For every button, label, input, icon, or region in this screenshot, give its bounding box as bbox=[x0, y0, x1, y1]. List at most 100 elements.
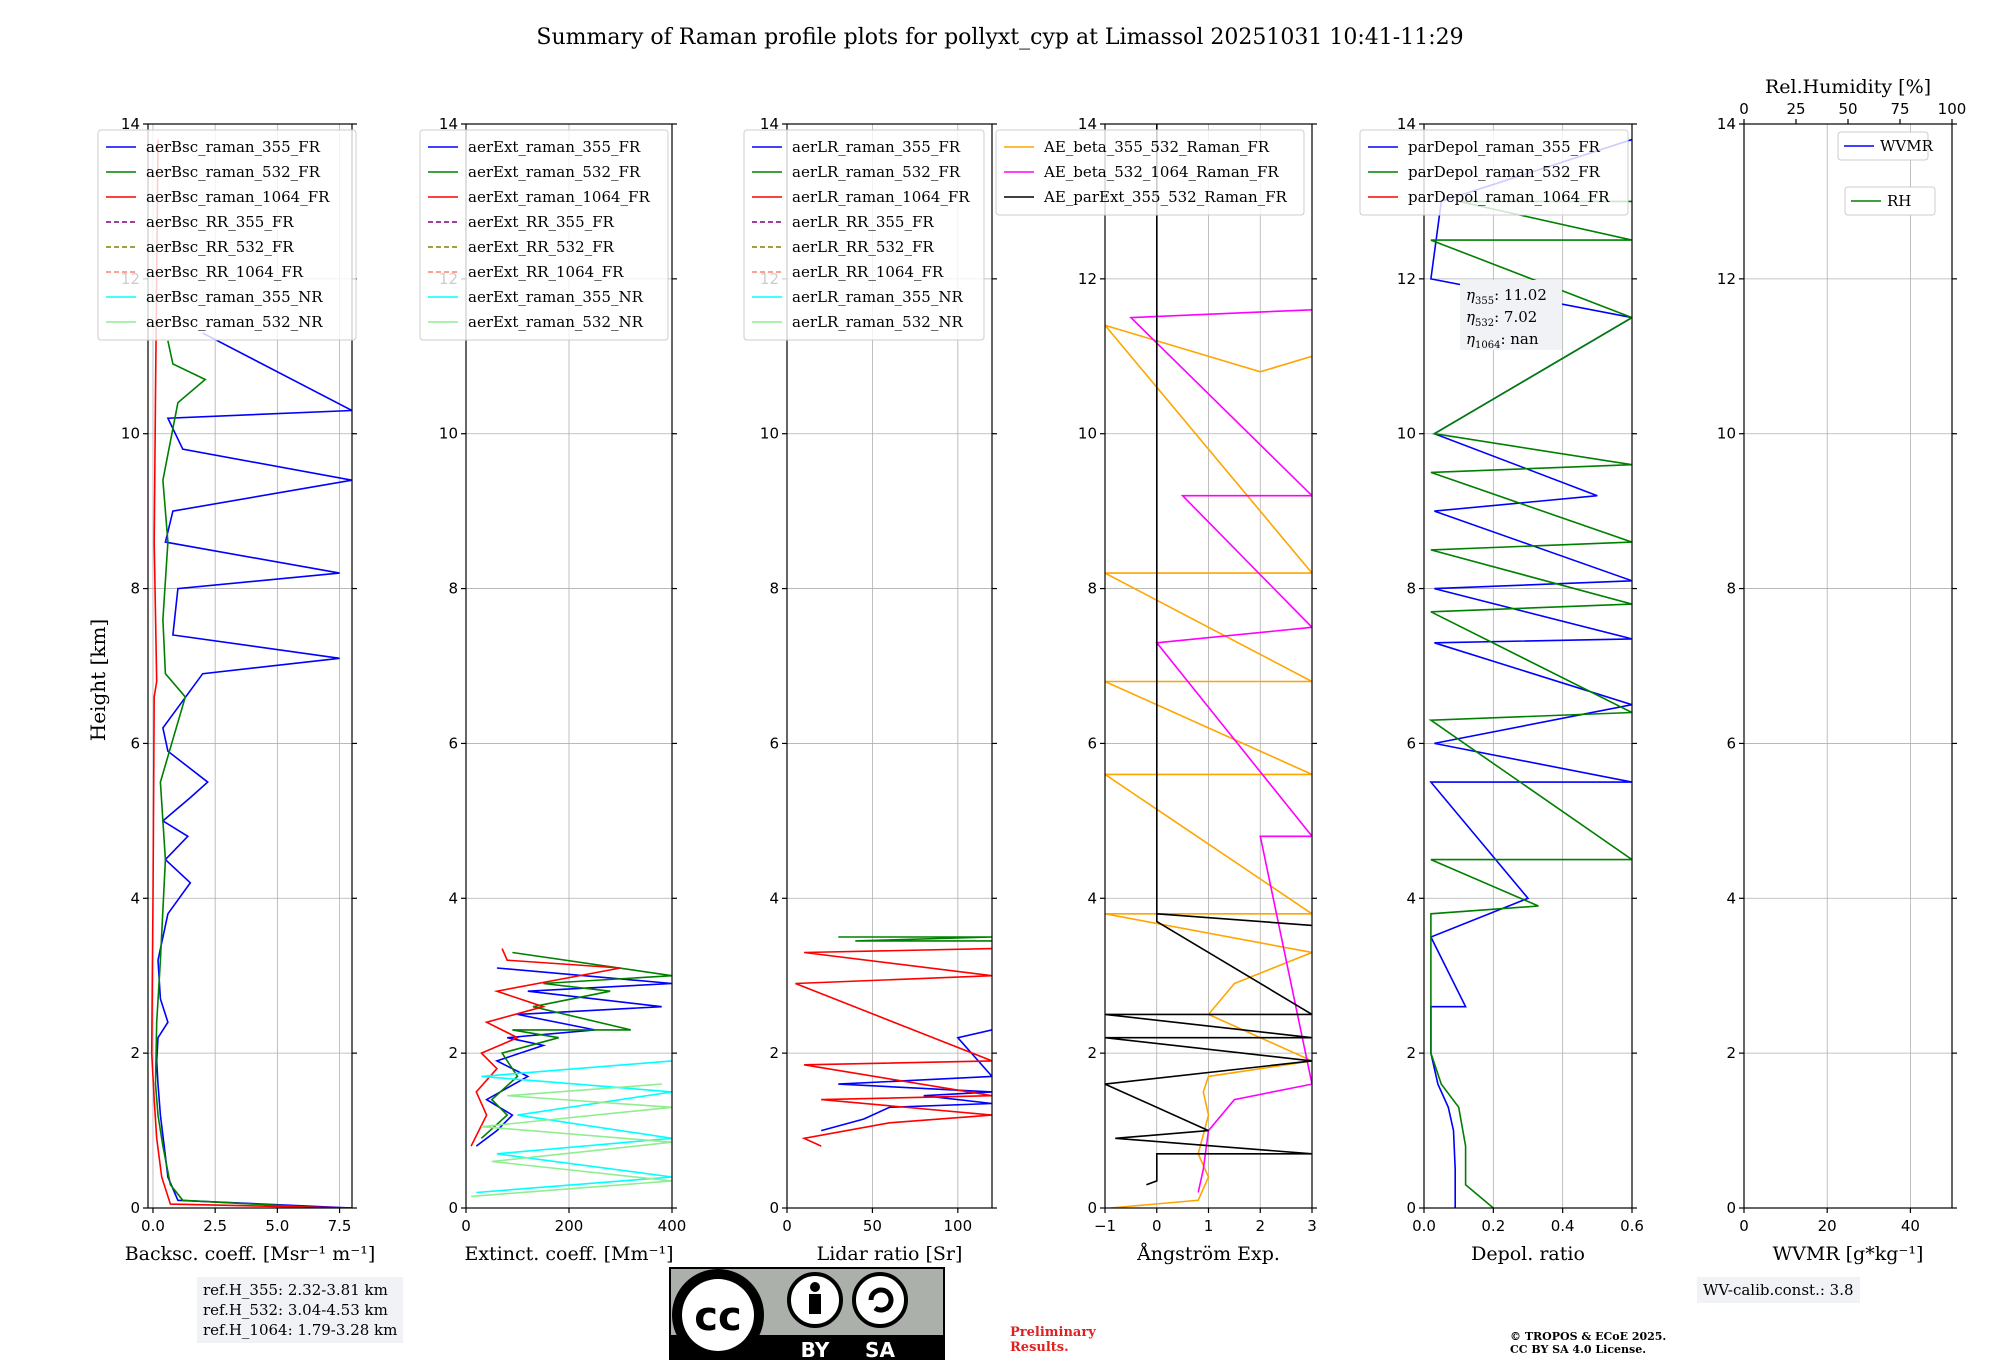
legend-box bbox=[419, 129, 669, 341]
x-tick-label: 0.4 bbox=[1551, 1217, 1575, 1235]
preliminary-line-1: Preliminary bbox=[1010, 1325, 1096, 1340]
eta-line: η532: 7.02 bbox=[1466, 308, 1537, 329]
legend-label: aerLR_raman_355_NR bbox=[792, 288, 963, 306]
x-tick-label: 1 bbox=[1204, 1217, 1214, 1235]
y-tick-label: 4 bbox=[448, 889, 458, 907]
copyright-line-2: CC BY SA 4.0 License. bbox=[1510, 1343, 1647, 1356]
legend-label: parDepol_raman_532_FR bbox=[1408, 163, 1601, 181]
legend-label: aerLR_RR_1064_FR bbox=[792, 263, 944, 281]
x-axis-label: Backsc. coeff. [Msr⁻¹ m⁻¹] bbox=[125, 1243, 376, 1265]
x-axis-label: Ångström Exp. bbox=[1136, 1243, 1280, 1265]
legend-label: aerBsc_raman_355_NR bbox=[146, 288, 323, 306]
y-tick-label: 8 bbox=[1406, 580, 1416, 598]
legend-label: aerExt_raman_532_NR bbox=[468, 313, 644, 331]
legend-label: AE_parExt_355_532_Raman_FR bbox=[1043, 188, 1288, 206]
ref-height-355: ref.H_355: 2.32-3.81 km bbox=[203, 1281, 388, 1299]
series-line bbox=[476, 1060, 672, 1194]
eta-value: : 11.02 bbox=[1494, 286, 1547, 304]
panel-lr: 02468101214050100Lidar ratio [Sr]aerLR_r… bbox=[743, 115, 997, 1265]
y-tick-label: 14 bbox=[121, 115, 140, 133]
y-tick-label: 6 bbox=[1406, 734, 1416, 752]
eta-box-bg bbox=[1460, 280, 1562, 350]
legend-label: aerBsc_raman_1064_FR bbox=[146, 188, 330, 206]
x-tick-label: 40 bbox=[1901, 1217, 1920, 1235]
preliminary-results: Preliminary Results. bbox=[1010, 1325, 1096, 1355]
legend-label: aerLR_raman_355_FR bbox=[792, 138, 961, 156]
ref-height-532: ref.H_532: 3.04-4.53 km bbox=[203, 1301, 388, 1319]
y-tick-label: 6 bbox=[769, 734, 779, 752]
series-line bbox=[480, 951, 672, 1139]
y-tick-label: 14 bbox=[1717, 115, 1736, 133]
series-line bbox=[155, 332, 352, 1208]
cc-license-badge: cc BY SA bbox=[669, 1267, 945, 1360]
series-group-bsc bbox=[150, 139, 352, 1208]
legend-box bbox=[97, 129, 357, 341]
axes-frame bbox=[147, 123, 353, 1209]
x-tick-label: −1 bbox=[1094, 1217, 1116, 1235]
y-tick-label: 2 bbox=[1406, 1044, 1416, 1062]
top-tick-label: 50 bbox=[1838, 100, 1857, 118]
y-tick-label: 4 bbox=[130, 889, 140, 907]
sa-icon bbox=[852, 1272, 908, 1328]
legend-label: aerExt_RR_355_FR bbox=[468, 213, 615, 231]
eta-symbol: η bbox=[1466, 308, 1475, 326]
legend-label: aerBsc_raman_532_FR bbox=[146, 163, 321, 181]
y-tick-label: 6 bbox=[1087, 734, 1097, 752]
y-tick-label: 0 bbox=[769, 1199, 779, 1217]
x-axis-label: Lidar ratio [Sr] bbox=[817, 1243, 963, 1265]
y-axis-label: Height [km] bbox=[86, 619, 110, 741]
legend-wvmr: WVMR bbox=[1837, 131, 1934, 161]
y-tick-label: 2 bbox=[769, 1044, 779, 1062]
legend-label: AE_beta_532_1064_Raman_FR bbox=[1043, 163, 1279, 181]
y-tick-label: 6 bbox=[448, 734, 458, 752]
y-tick-label: 2 bbox=[1726, 1044, 1736, 1062]
eta-subscript: 1064 bbox=[1475, 340, 1500, 351]
y-tick-label: 14 bbox=[760, 115, 779, 133]
legend-label: aerBsc_RR_355_FR bbox=[146, 213, 294, 231]
top-tick-label: 25 bbox=[1786, 100, 1805, 118]
series-line bbox=[154, 340, 328, 1208]
legend-ae: AE_beta_355_532_Raman_FR AE_beta_532_1064… bbox=[995, 129, 1305, 216]
y-tick-label: 10 bbox=[121, 425, 140, 443]
legend-label: parDepol_raman_1064_FR bbox=[1408, 188, 1610, 206]
x-tick-label: 0 bbox=[461, 1217, 471, 1235]
eta-value: : nan bbox=[1500, 330, 1538, 348]
eta-line: η1064: nan bbox=[1466, 330, 1539, 351]
sa-arrow bbox=[868, 1287, 894, 1313]
eta-symbol: η bbox=[1466, 286, 1475, 304]
eta-subscript: 532 bbox=[1475, 318, 1494, 329]
legend-box bbox=[1844, 186, 1936, 216]
x-tick-label: 2 bbox=[1255, 1217, 1265, 1235]
y-tick-label: 12 bbox=[1078, 270, 1097, 288]
legend-label: aerLR_raman_532_FR bbox=[792, 163, 961, 181]
x-tick-label: 0.6 bbox=[1620, 1217, 1644, 1235]
top-axis-label: Rel.Humidity [%] bbox=[1765, 76, 1931, 98]
y-tick-label: 14 bbox=[1397, 115, 1416, 133]
legend-label: WVMR bbox=[1880, 137, 1934, 155]
series-line bbox=[470, 948, 621, 1147]
top-tick-label: 100 bbox=[1938, 100, 1967, 118]
x-tick-label: 50 bbox=[863, 1217, 882, 1235]
figure-title: Summary of Raman profile plots for polly… bbox=[536, 25, 1463, 50]
y-tick-label: 10 bbox=[1717, 425, 1736, 443]
legend-label: aerLR_raman_532_NR bbox=[792, 313, 963, 331]
legend-label: aerLR_RR_532_FR bbox=[792, 238, 934, 256]
copyright-notice: © TROPOS & ECoE 2025. CC BY SA 4.0 Licen… bbox=[1510, 1330, 1666, 1356]
top-tick-label: 0 bbox=[1739, 100, 1749, 118]
legend-lr: aerLR_raman_355_FR aerLR_raman_532_FR aerL… bbox=[743, 129, 985, 341]
legend-label: aerBsc_RR_532_FR bbox=[146, 238, 294, 256]
x-tick-label: 200 bbox=[555, 1217, 584, 1235]
x-tick-label: 2.5 bbox=[203, 1217, 227, 1235]
cc-text: cc bbox=[694, 1294, 741, 1340]
cc-inner bbox=[682, 1279, 754, 1351]
x-tick-label: 7.5 bbox=[328, 1217, 352, 1235]
series-line bbox=[475, 967, 672, 1147]
series-line bbox=[1129, 309, 1312, 1193]
y-tick-label: 8 bbox=[448, 580, 458, 598]
legend-label: aerExt_raman_355_FR bbox=[468, 138, 641, 156]
